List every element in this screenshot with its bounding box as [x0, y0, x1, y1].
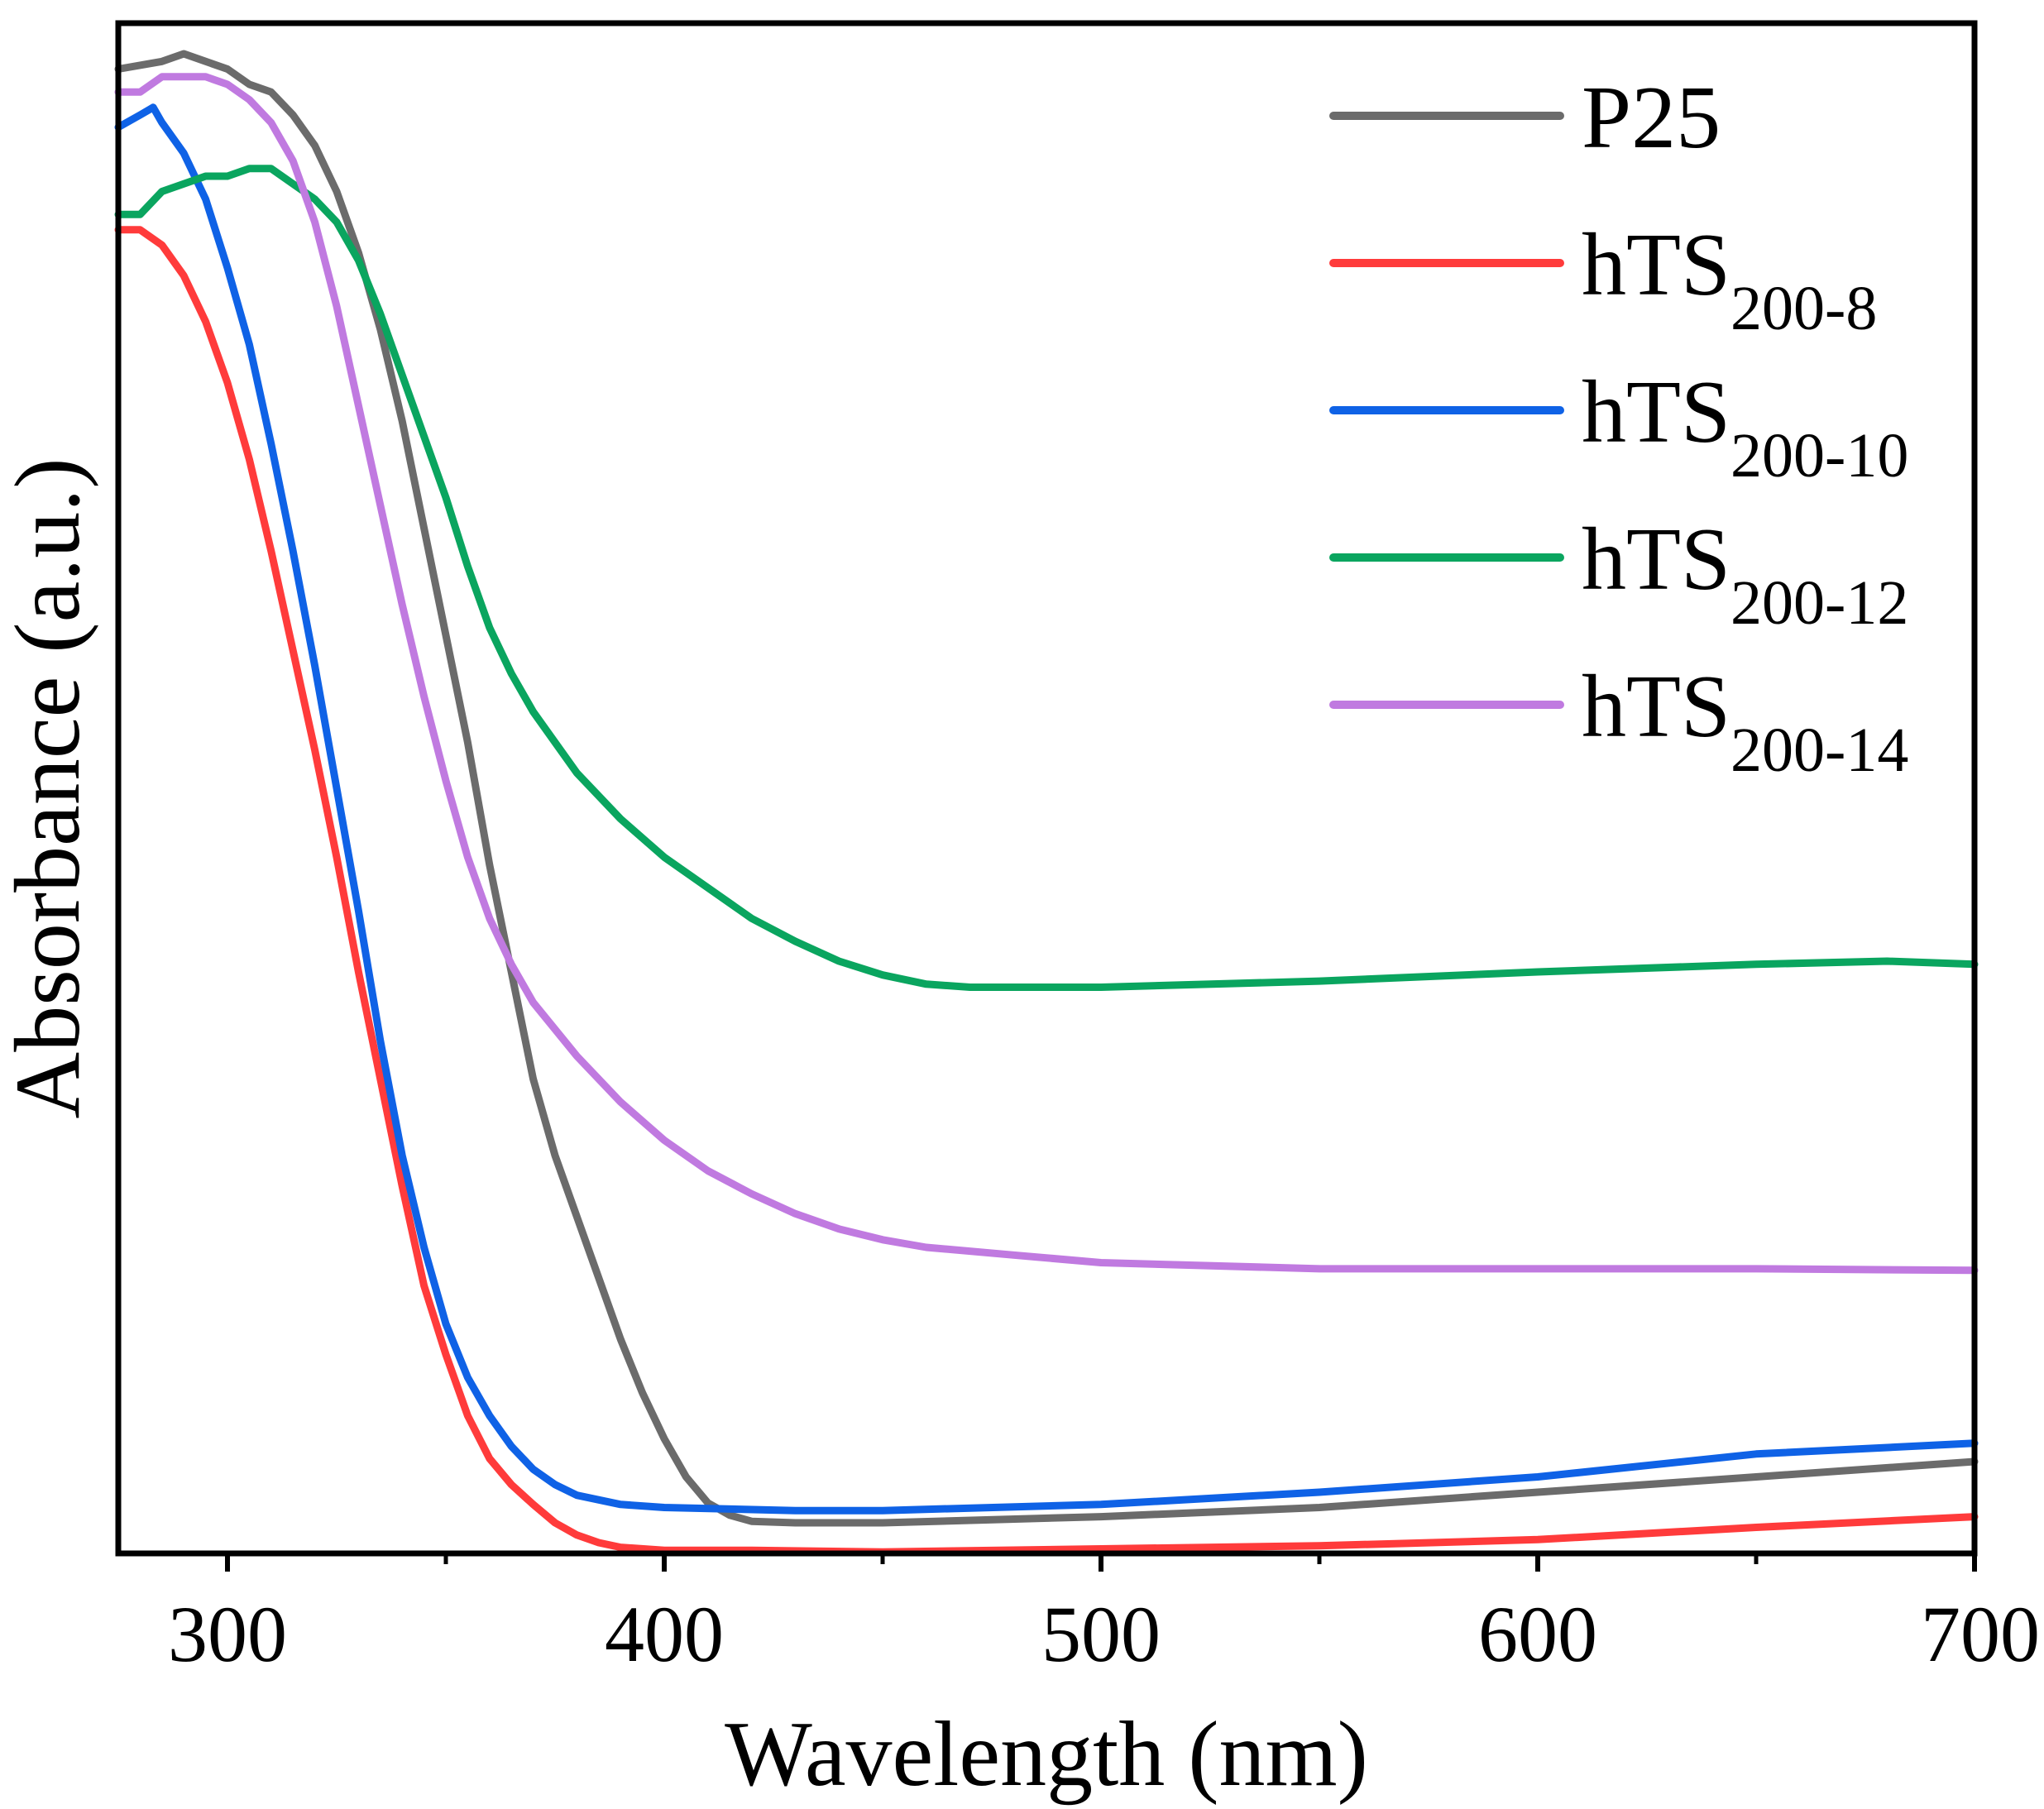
- legend-label: hTS200-12: [1582, 510, 1908, 638]
- x-axis-ticks: [225, 1553, 1977, 1572]
- x-axis-tick-labels: 300 400 500 600 700: [168, 1590, 2040, 1678]
- series-line-p25: [114, 50, 1979, 1527]
- x-tick-label: 300: [168, 1590, 287, 1678]
- legend-label: hTS200-14: [1582, 658, 1908, 785]
- series-line-hts200-12: [114, 165, 1979, 991]
- x-tick-label: 400: [605, 1590, 724, 1678]
- legend: P25 hTS200-8 hTS200-10 hTS200-12 hTS200-14: [1329, 69, 1908, 785]
- series-line-hts200-10: [114, 103, 1979, 1515]
- x-axis-label: Wavelength (nm): [725, 1703, 1368, 1806]
- legend-label: hTS200-8: [1582, 216, 1877, 343]
- plot-frame: [115, 20, 1978, 1557]
- legend-label: P25: [1582, 69, 1721, 167]
- x-tick-label: 500: [1041, 1590, 1161, 1678]
- x-tick-label: 600: [1478, 1590, 1597, 1678]
- series-line-hts200-14: [114, 73, 1979, 1275]
- legend-label: hTS200-10: [1582, 363, 1908, 491]
- x-tick-label: 700: [1921, 1590, 2040, 1678]
- y-axis-label: Absorbance (a.u.): [0, 457, 99, 1118]
